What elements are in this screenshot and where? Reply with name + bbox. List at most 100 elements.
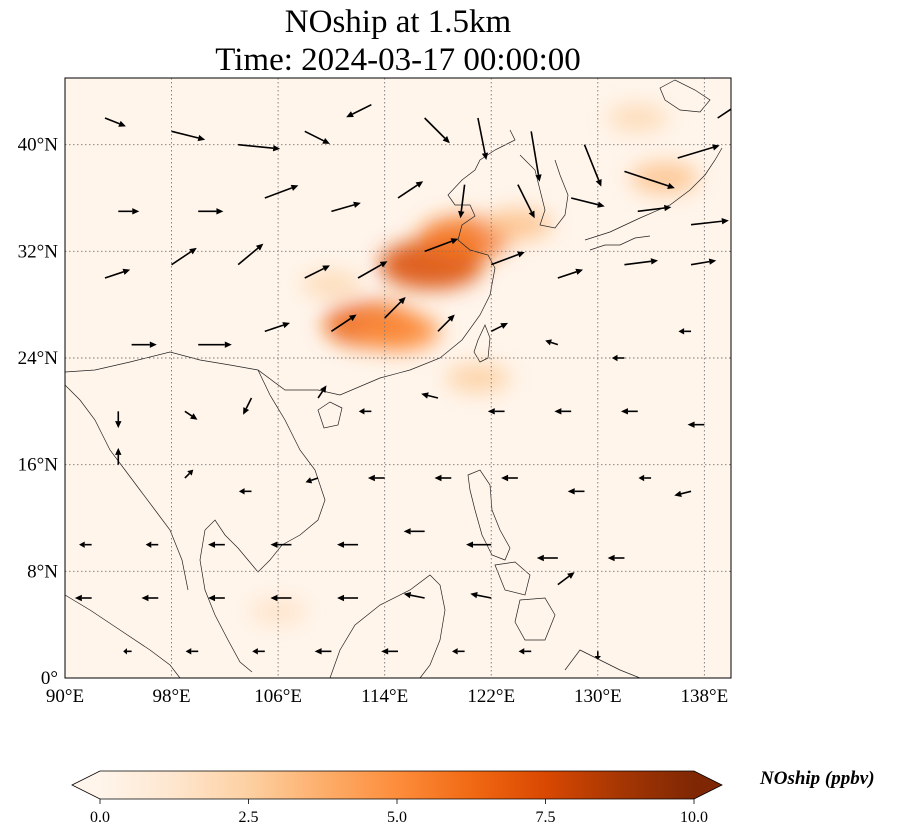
gridlines — [65, 78, 731, 678]
wind-arrow — [452, 648, 465, 655]
map-background — [65, 78, 731, 678]
coastline-gulf-thailand — [199, 519, 253, 673]
lat-tick-label: 8°N — [27, 561, 58, 582]
wind-arrow — [304, 265, 330, 279]
title-line-2: Time: 2024-03-17 00:00:00 — [215, 42, 581, 78]
wind-arrow — [424, 117, 450, 144]
lon-tick-label: 106°E — [254, 686, 302, 707]
wind-arrow — [337, 541, 359, 548]
wind-arrow — [74, 594, 92, 602]
wind-arrow — [171, 247, 197, 266]
wind-arrow — [270, 594, 292, 602]
wind-arrow — [238, 488, 252, 495]
colorbar-tick-label: 10.0 — [680, 809, 708, 826]
wind-arrow — [252, 648, 265, 655]
coastline-myanmar — [65, 384, 189, 591]
coastline-taiwan — [473, 324, 491, 363]
concentration-hotspot — [607, 104, 668, 132]
wind-arrow — [115, 447, 122, 465]
wind-arrow — [79, 541, 92, 548]
coastline-korea — [519, 154, 569, 229]
wind-arrow — [208, 594, 225, 602]
wind-arrow — [674, 490, 692, 497]
wind-arrow — [624, 258, 659, 266]
wind-arrow — [145, 541, 159, 548]
colorbar-ticks: 0.0 2.5 5.0 7.5 10.0 — [90, 799, 708, 826]
wind-arrow — [466, 541, 492, 548]
wind-arrow — [583, 144, 602, 187]
wind-arrow — [237, 243, 264, 266]
wind-arrow — [357, 261, 388, 279]
map-frame — [64, 77, 732, 679]
lat-tick-labels: 0° 8°N 16°N 24°N 32°N 40°N — [18, 135, 59, 689]
lat-tick-label: 32°N — [18, 241, 59, 262]
concentration-hotspot — [483, 208, 552, 241]
coastline-hokkaido — [659, 79, 711, 113]
wind-arrow — [536, 554, 558, 562]
coastline-japan-south — [589, 235, 651, 251]
coastline-luzon — [467, 469, 511, 561]
wind-arrow — [530, 131, 542, 182]
wind-arrow — [123, 648, 132, 655]
wind-arrow — [501, 474, 518, 482]
wind-arrow — [554, 408, 572, 415]
colorbar-fill — [100, 771, 694, 799]
wind-arrow — [141, 594, 159, 602]
wind-arrow — [238, 143, 281, 152]
concentration-hotspot — [301, 270, 362, 299]
wind-arrow — [198, 341, 232, 348]
wind-arrow — [171, 130, 206, 142]
wind-arrow — [397, 181, 424, 199]
colorbar-tick-label: 5.0 — [387, 809, 407, 826]
wind-arrow — [330, 314, 357, 332]
wind-arrow — [678, 328, 692, 335]
wind-vectors — [74, 103, 731, 660]
wind-arrow — [118, 208, 140, 215]
coastline-hainan — [317, 401, 343, 429]
wind-arrow — [358, 408, 372, 415]
lat-tick-label: 24°N — [18, 348, 59, 369]
wind-arrow — [421, 392, 439, 399]
wind-arrow — [677, 144, 720, 159]
wind-arrow — [384, 297, 406, 319]
wind-arrow — [638, 474, 652, 482]
colorbar-label: NOship (ppbv) — [760, 768, 875, 789]
wind-arrow — [545, 339, 559, 346]
wind-arrow — [567, 488, 585, 495]
colorbar: 0.0 2.5 5.0 7.5 10.0 — [71, 770, 723, 826]
wind-arrow — [305, 477, 319, 484]
wind-arrow — [331, 201, 361, 213]
wind-arrow — [270, 541, 292, 548]
lon-tick-label: 130°E — [574, 686, 622, 707]
colorbar-tick-label: 7.5 — [536, 809, 556, 826]
wind-arrow — [594, 651, 601, 660]
lat-tick-label: 40°N — [18, 135, 59, 156]
colorbar-tick-label: 2.5 — [239, 809, 259, 826]
lat-tick-label: 16°N — [18, 455, 59, 476]
wind-arrow — [570, 197, 605, 208]
wind-arrow — [437, 314, 455, 332]
wind-arrow — [243, 397, 253, 415]
concentration-field — [250, 104, 699, 625]
wind-arrow — [557, 572, 575, 586]
colorbar-max-extension — [694, 771, 722, 799]
wind-arrow — [690, 258, 717, 266]
coastline-japan-honshu — [584, 147, 723, 241]
wind-arrow — [381, 648, 398, 655]
wind-arrow — [490, 322, 509, 333]
lon-tick-labels: 90°E 98°E 106°E 114°E 122°E 130°E 138°E — [46, 686, 728, 707]
wind-arrow — [620, 408, 638, 415]
coastline-visayas — [494, 561, 531, 596]
wind-arrow — [477, 117, 489, 160]
wind-arrow — [198, 208, 224, 215]
wind-arrow — [104, 117, 126, 127]
wind-arrow — [104, 268, 131, 279]
wind-arrow — [314, 648, 332, 655]
wind-arrow — [208, 541, 225, 548]
wind-arrow — [131, 341, 157, 348]
wind-arrow — [517, 184, 535, 219]
lat-tick-label: 0° — [41, 668, 58, 689]
wind-arrow — [346, 103, 372, 118]
wind-arrow — [184, 469, 194, 479]
wind-arrow — [434, 474, 452, 482]
